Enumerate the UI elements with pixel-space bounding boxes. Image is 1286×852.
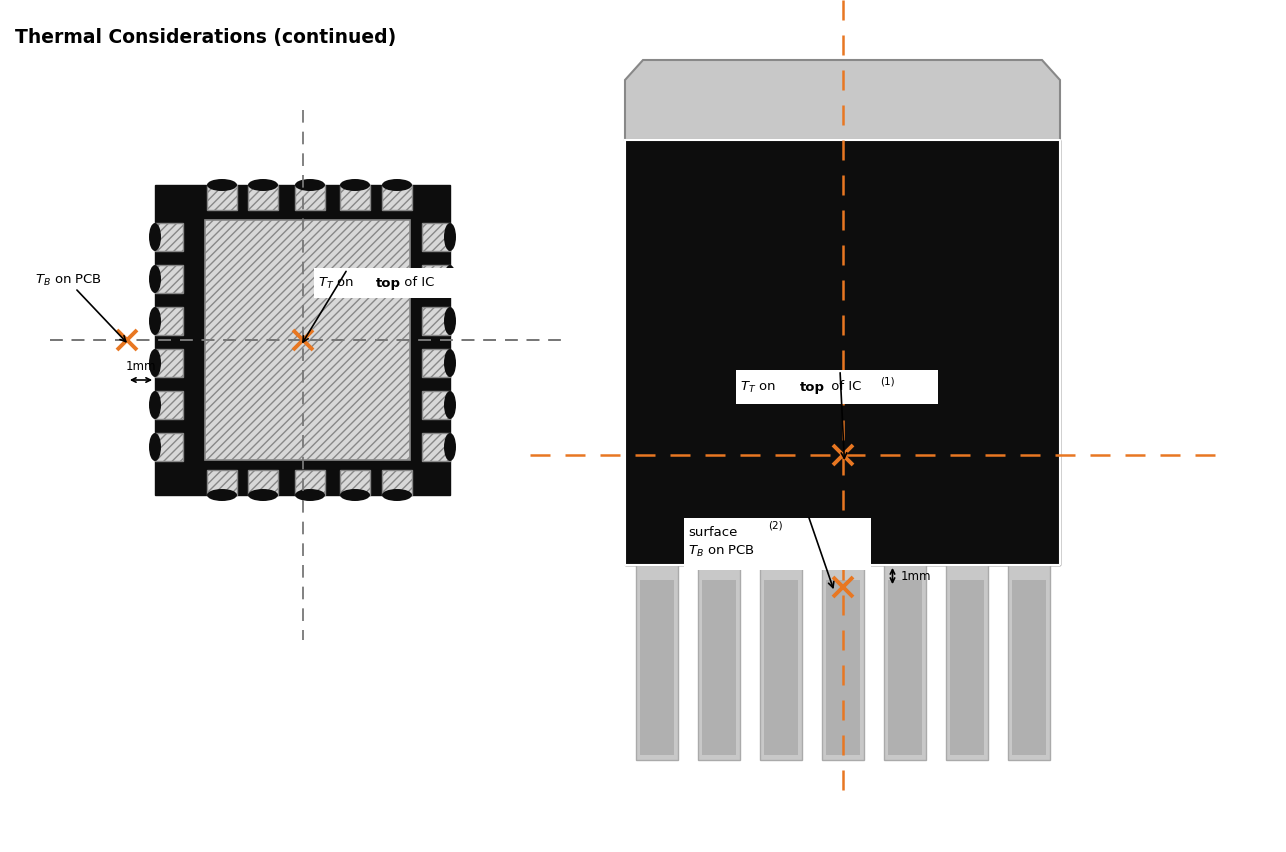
Ellipse shape [149,307,161,335]
Polygon shape [340,470,370,495]
Text: $T_B$ on PCB: $T_B$ on PCB [688,544,755,559]
Text: 1mm: 1mm [126,360,157,373]
Polygon shape [382,185,412,210]
Polygon shape [156,433,183,461]
Text: $T_T$ on: $T_T$ on [739,379,777,394]
Polygon shape [625,140,1060,565]
Polygon shape [422,433,450,461]
Polygon shape [625,60,1060,140]
Polygon shape [294,470,325,495]
Ellipse shape [444,433,457,461]
Ellipse shape [340,179,370,191]
Text: $T_T$ on: $T_T$ on [318,275,355,291]
Ellipse shape [149,223,161,251]
Polygon shape [639,580,674,755]
Ellipse shape [207,489,237,501]
Ellipse shape [444,223,457,251]
Polygon shape [294,185,325,210]
Polygon shape [883,565,926,760]
Text: $T_B$ on PCB: $T_B$ on PCB [35,273,102,287]
Ellipse shape [444,265,457,293]
Text: of IC: of IC [400,277,435,290]
Polygon shape [1012,580,1046,755]
Polygon shape [635,565,678,760]
Ellipse shape [294,489,325,501]
Text: of IC: of IC [827,381,862,394]
Polygon shape [156,307,183,335]
Polygon shape [382,470,412,495]
Ellipse shape [382,489,412,501]
Text: Thermal Considerations (continued): Thermal Considerations (continued) [15,28,396,47]
Ellipse shape [149,433,161,461]
Polygon shape [340,185,370,210]
Ellipse shape [207,179,237,191]
Text: (2): (2) [768,520,783,530]
Polygon shape [1007,565,1049,760]
Text: 1mm: 1mm [900,569,931,583]
Polygon shape [207,185,237,210]
FancyBboxPatch shape [684,518,871,570]
FancyBboxPatch shape [314,268,460,298]
Ellipse shape [248,489,278,501]
Polygon shape [156,391,183,419]
Ellipse shape [340,489,370,501]
Text: surface: surface [688,527,737,539]
Polygon shape [422,391,450,419]
Polygon shape [156,265,183,293]
Ellipse shape [248,179,278,191]
Ellipse shape [444,307,457,335]
Polygon shape [422,265,450,293]
Polygon shape [422,349,450,377]
Polygon shape [156,185,450,495]
Polygon shape [207,470,237,495]
Polygon shape [156,349,183,377]
Polygon shape [204,220,410,460]
Ellipse shape [382,179,412,191]
Polygon shape [697,565,739,760]
Text: (1): (1) [880,376,895,386]
Polygon shape [764,580,797,755]
Polygon shape [760,565,801,760]
Ellipse shape [294,179,325,191]
Polygon shape [156,223,183,251]
Polygon shape [822,565,863,760]
Ellipse shape [149,391,161,419]
Ellipse shape [444,391,457,419]
Polygon shape [248,185,278,210]
Polygon shape [949,580,984,755]
FancyBboxPatch shape [736,370,937,404]
Polygon shape [422,223,450,251]
Polygon shape [826,580,859,755]
Polygon shape [945,565,988,760]
Polygon shape [422,307,450,335]
Polygon shape [701,580,736,755]
Polygon shape [887,580,922,755]
Ellipse shape [149,265,161,293]
Ellipse shape [149,349,161,377]
Ellipse shape [444,349,457,377]
Text: top: top [800,381,826,394]
Polygon shape [248,470,278,495]
Text: top: top [376,277,400,290]
